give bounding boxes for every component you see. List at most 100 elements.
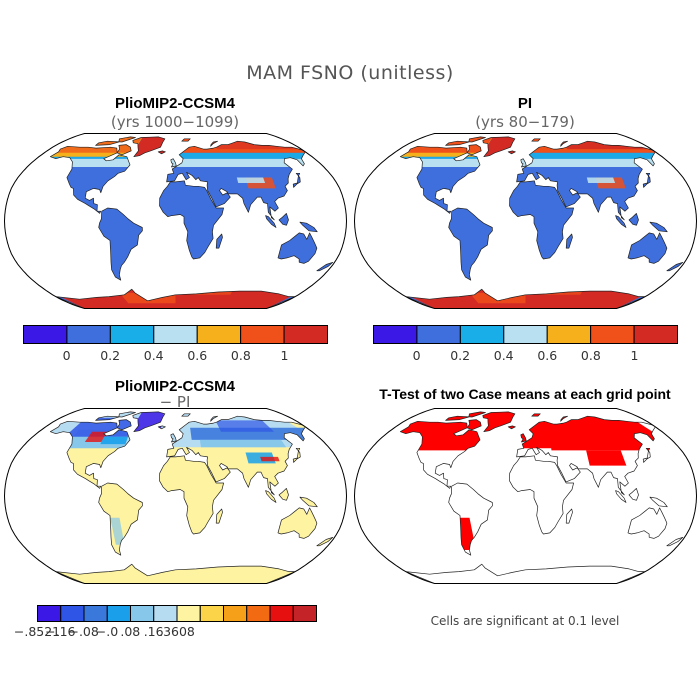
significance-note: Cells are significant at 0.1 level — [430, 614, 620, 628]
land-southAmerica — [448, 208, 493, 281]
coast-britain — [170, 433, 177, 443]
colorbar-swatch — [153, 605, 178, 622]
colorbar-tick-label: 1 — [630, 348, 639, 363]
colorbar-tick-label: −.8521 — [13, 624, 61, 639]
colorbar-tick-label: 0.4 — [143, 348, 164, 363]
land-newguinea — [649, 222, 668, 232]
colorbar-swatch — [503, 325, 548, 344]
colorbar-swatch — [292, 605, 317, 622]
colorbar-swatch — [60, 605, 85, 622]
colorbar-swatch — [459, 325, 505, 344]
colorbar-swatch — [196, 325, 242, 344]
colorbar-swatch — [269, 605, 294, 622]
coast-britain — [520, 158, 527, 168]
coast-newzealand — [666, 536, 684, 547]
coast-iceland — [507, 150, 516, 155]
land-sumatra — [265, 490, 276, 503]
colorbar-swatch — [109, 325, 155, 344]
coast-iceland — [157, 150, 166, 155]
land-japan — [643, 448, 651, 463]
colorbar-tick-label: −.0 — [95, 624, 119, 639]
land-madagascar — [566, 234, 573, 249]
land-australia — [628, 507, 667, 539]
coast-northAmerica — [49, 420, 131, 489]
coast-borneo — [278, 213, 289, 226]
coast-newguinea — [649, 221, 668, 233]
coast-novaya — [210, 140, 218, 147]
coast-novaya — [560, 140, 568, 147]
land-antarctica — [55, 564, 296, 584]
map-layer — [49, 136, 334, 309]
coast-eurasia — [166, 140, 306, 221]
land-southAmerica — [98, 483, 143, 556]
coast-africa — [159, 180, 224, 260]
coast-sumatra — [265, 215, 277, 228]
coast-madagascar — [215, 233, 223, 249]
map-outline — [353, 133, 698, 309]
field-band — [469, 292, 526, 304]
coast-eurasia — [516, 140, 656, 221]
coast-arcticCanada — [95, 136, 136, 146]
coast-newguinea — [649, 496, 668, 508]
panel-title-bottom-left: PlioMIP2-CCSM4 — [114, 378, 235, 395]
colorbar-swatch — [23, 325, 68, 344]
land-southAmerica — [448, 483, 493, 556]
coast-northAmerica — [399, 145, 481, 214]
map-outline — [353, 408, 698, 584]
colorbar-tick-label: −.08 — [68, 624, 99, 639]
coast-australia — [627, 232, 668, 264]
coast-southAmerica — [98, 482, 143, 556]
coast-baffin — [116, 144, 132, 156]
coast-borneo — [628, 213, 639, 226]
land-africa — [159, 180, 224, 259]
coast-svalbard — [181, 413, 191, 417]
land-africa — [509, 455, 574, 534]
coast-newzealand — [316, 536, 334, 547]
coast-africa — [509, 455, 574, 535]
coast-borneo — [628, 488, 639, 501]
colorbar-labels-bottom-left: −.8521 −.16 −.08 −.0.08.16.3608 — [14, 624, 317, 640]
land-australia — [278, 232, 317, 264]
coast-southAmerica — [448, 482, 493, 556]
field-band — [84, 431, 108, 442]
map-panel-bottom-left — [3, 408, 348, 584]
colorbar-labels-top-right: 0 0.2 0.4 0.6 0.8 1 — [373, 348, 678, 364]
land-newzealand — [666, 537, 683, 546]
colorbar-tick-label: 0.6 — [537, 348, 558, 363]
colorbar-swatch — [283, 325, 328, 344]
coast-antarctica — [405, 288, 646, 309]
coast-iceland — [507, 425, 516, 430]
coast-newzealand — [666, 261, 684, 272]
coast-borneo — [278, 488, 289, 501]
coast-iceland — [157, 425, 166, 430]
land-newguinea — [649, 497, 668, 507]
map-outline — [3, 133, 348, 309]
field-band — [260, 456, 280, 462]
coastline-layer — [49, 136, 334, 309]
coastline-layer — [399, 136, 684, 309]
coast-sumatra — [615, 215, 627, 228]
colorbar-swatch — [590, 325, 635, 344]
coast-antarctica — [405, 563, 646, 584]
colorbar-tick-label: 0.2 — [100, 348, 121, 363]
coast-arcticCanada — [95, 411, 136, 421]
coastline-layer — [49, 411, 334, 584]
colorbar-tick-label: 0 — [412, 348, 421, 363]
coast-newzealand — [316, 261, 334, 272]
coast-japan — [292, 172, 301, 188]
coast-britain — [520, 433, 527, 443]
colorbar-tick-label: 0.8 — [580, 348, 601, 363]
coast-sumatra — [265, 490, 277, 503]
coast-arcticCanada — [445, 411, 486, 421]
coast-africa — [159, 455, 224, 535]
map-layer — [49, 411, 334, 584]
land-africa — [159, 455, 224, 534]
coast-svalbard — [531, 138, 541, 142]
land-newguinea — [299, 222, 318, 232]
coast-japan — [642, 172, 651, 188]
colorbar-swatch — [240, 325, 285, 344]
colorbar-swatch — [66, 325, 111, 344]
colorbar-swatch — [416, 325, 461, 344]
land-sumatra — [265, 215, 276, 228]
coast-japan — [292, 447, 301, 463]
